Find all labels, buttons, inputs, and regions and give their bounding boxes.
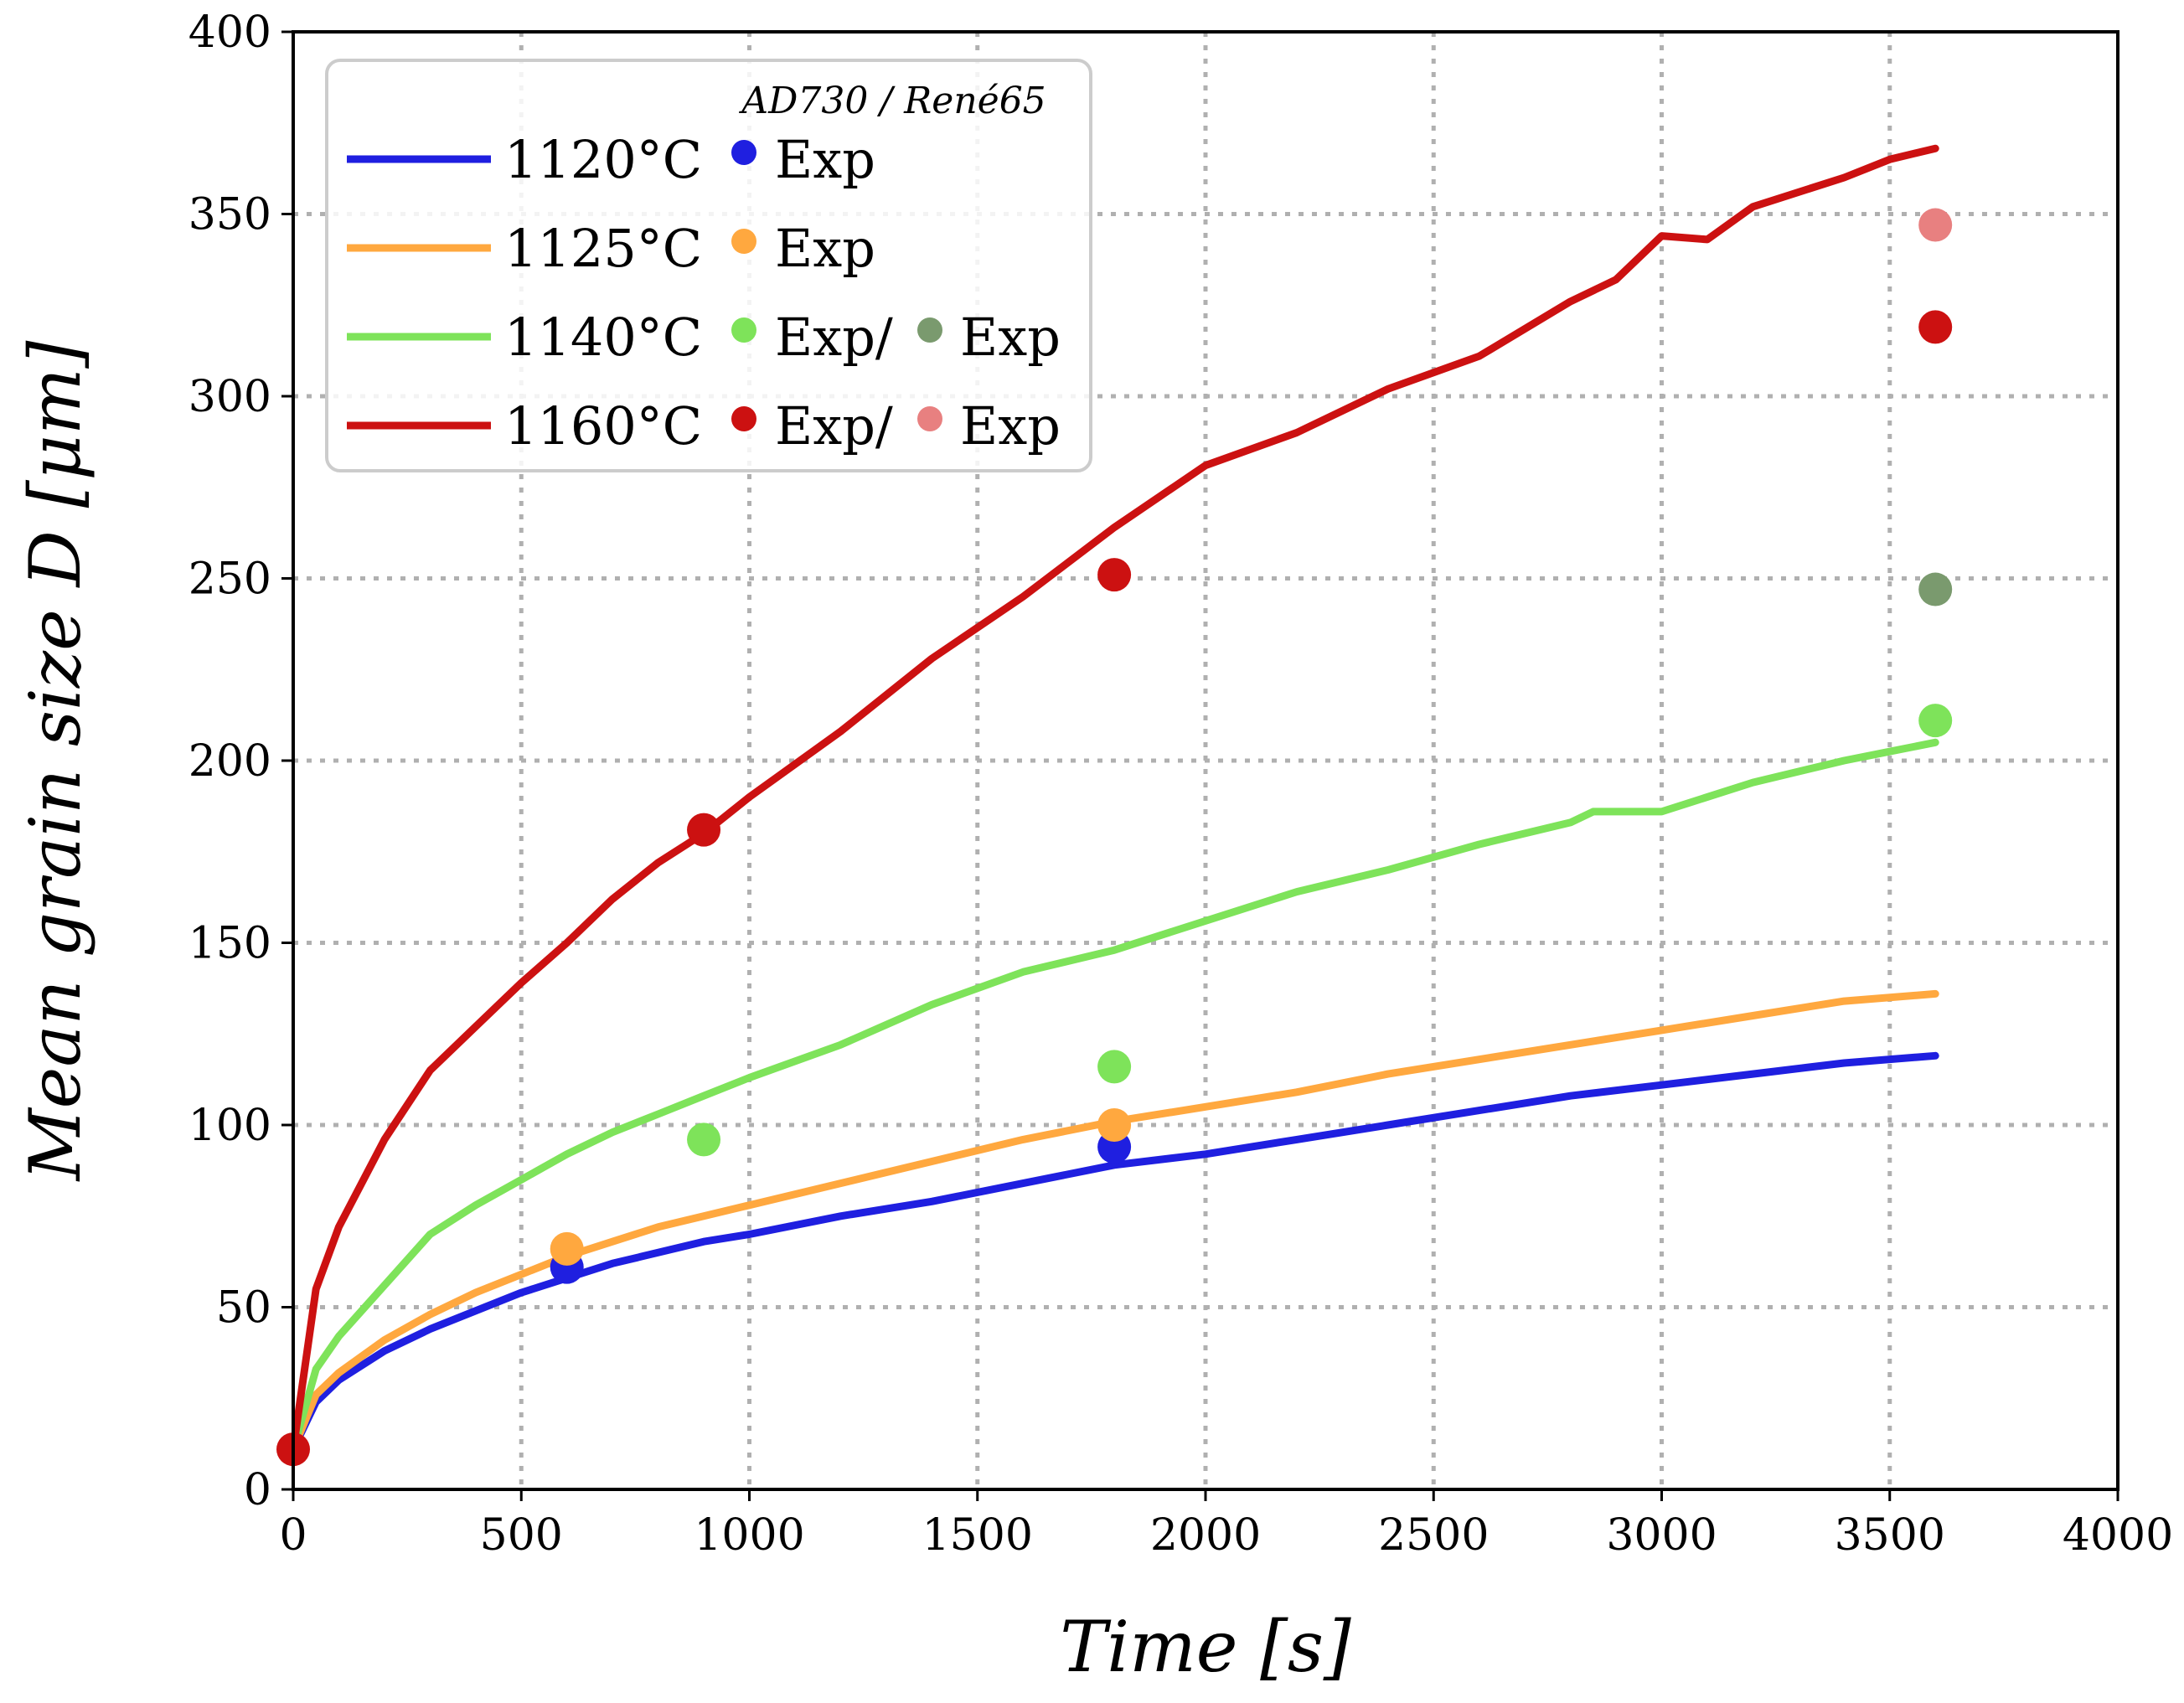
legend-marker-label: Exp/	[775, 307, 893, 368]
legend-line-label: 1125°C	[504, 218, 702, 279]
legend-box	[325, 59, 1092, 472]
series-line-1125	[289, 989, 1939, 1453]
x-tick-label: 0	[279, 1510, 307, 1561]
x-tick-label: 1500	[922, 1510, 1033, 1561]
legend-line-label: 1160°C	[504, 395, 702, 457]
exp-point-1125	[1097, 1108, 1132, 1142]
axis-tick-labels: 0 500 1000 1500 2000 2500 3000 3500 4000 0 50 100 15…	[188, 8, 2173, 1561]
y-tick-label: 400	[188, 8, 271, 58]
series-line-1120	[289, 1051, 1939, 1453]
y-tick-label: 250	[188, 555, 271, 605]
exp-point-1160	[1918, 310, 1953, 344]
exp-point-1160	[687, 813, 721, 847]
series-line-1140	[289, 738, 1939, 1453]
exp-point-1140	[1918, 572, 1953, 606]
legend-marker-swatch	[731, 229, 756, 254]
grid-lines	[293, 32, 2118, 1489]
exp-point-1160	[1918, 208, 1953, 242]
legend-marker-swatch-alt	[917, 317, 942, 343]
legend-marker-label-alt: Exp	[960, 307, 1061, 368]
legend-marker-label: Exp/	[775, 395, 893, 457]
y-tick-label: 300	[188, 372, 271, 422]
x-tick-label: 1000	[694, 1510, 804, 1561]
legend-row: 1120°C Exp	[347, 129, 875, 190]
y-tick-label: 350	[188, 190, 271, 240]
axis-ticks	[281, 30, 2119, 1501]
y-tick-label: 100	[188, 1101, 271, 1151]
exp-point-1125	[550, 1231, 584, 1266]
legend-line-label: 1140°C	[504, 307, 702, 368]
x-tick-label: 4000	[2063, 1510, 2173, 1561]
legend-line-label: 1120°C	[504, 129, 702, 190]
legend-row: 1140°C Exp/Exp	[347, 307, 1061, 368]
legend-marker-swatch	[731, 406, 756, 431]
legend-row: 1125°C Exp	[347, 218, 875, 279]
legend-title: AD730 / René65	[738, 80, 1046, 122]
y-axis-title: Mean grain size D [μm]	[14, 340, 96, 1182]
x-tick-label: 3000	[1606, 1510, 1717, 1561]
x-tick-label: 2000	[1150, 1510, 1261, 1561]
x-tick-label: 3500	[1835, 1510, 1945, 1561]
exp-point-1140	[1097, 1050, 1132, 1084]
y-tick-label: 200	[188, 736, 271, 787]
legend-marker-label: Exp	[775, 218, 875, 279]
exp-point-1140	[687, 1122, 721, 1157]
y-tick-label: 0	[244, 1465, 271, 1515]
legend-marker-swatch-alt	[917, 406, 942, 431]
legend-marker-label-alt: Exp	[960, 395, 1061, 457]
exp-point-1160	[1097, 558, 1132, 592]
legend-row: 1160°C Exp/Exp	[347, 395, 1061, 457]
legend-rows: 1120°C Exp 1125°C Exp 1140°C Exp/Exp 1160°C Exp…	[347, 129, 1061, 457]
y-tick-label: 50	[216, 1283, 271, 1334]
x-axis-title: Time [s]	[1060, 1606, 1351, 1688]
legend-marker-label: Exp	[775, 129, 875, 190]
legend-marker-swatch	[731, 140, 756, 165]
legend: AD730 / René65 1120°C Exp 1125°C Exp 1140°C E…	[325, 59, 1092, 472]
series-lines	[289, 144, 1939, 1453]
x-tick-label: 2500	[1378, 1510, 1489, 1561]
y-tick-label: 150	[188, 919, 271, 969]
exp-point-1140	[1918, 704, 1953, 738]
series-line-1160	[289, 144, 1939, 1453]
legend-marker-swatch	[731, 317, 756, 343]
x-tick-label: 500	[480, 1510, 563, 1561]
